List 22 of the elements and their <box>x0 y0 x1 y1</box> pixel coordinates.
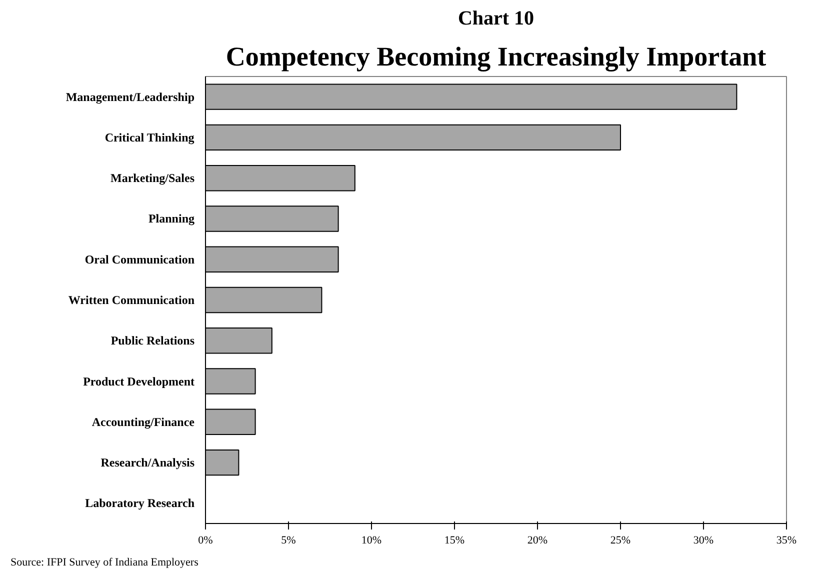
y-tick-label: Product Development <box>83 374 195 388</box>
source-note: Source: IFPI Survey of Indiana Employers <box>10 556 198 568</box>
x-tick-label: 0% <box>198 534 213 546</box>
y-tick-label: Management/Leadership <box>66 90 195 104</box>
y-tick-label: Marketing/Sales <box>110 171 195 186</box>
x-tick-label: 10% <box>361 534 382 546</box>
y-tick-label: Accounting/Finance <box>92 414 196 429</box>
x-tick-label: 25% <box>610 534 631 546</box>
chart-title: Chart 10 <box>458 8 534 30</box>
y-tick-label: Research/Analysis <box>100 456 195 470</box>
y-tick-label: Public Relations <box>110 334 195 348</box>
y-tick-label: Oral Communication <box>84 252 195 266</box>
y-tick-label: Written Communication <box>68 293 195 307</box>
y-tick-label: Laboratory Research <box>85 496 195 510</box>
y-tick-label: Critical Thinking <box>104 130 194 144</box>
x-tick-label: 35% <box>776 534 797 546</box>
y-tick-label: Planning <box>148 212 195 226</box>
x-tick-label: 20% <box>527 534 548 546</box>
x-tick-label: 30% <box>693 534 714 546</box>
x-tick-label: 5% <box>281 534 296 546</box>
chart-subtitle: Competency Becoming Increasingly Important <box>226 42 766 72</box>
x-tick-label: 15% <box>444 534 465 546</box>
